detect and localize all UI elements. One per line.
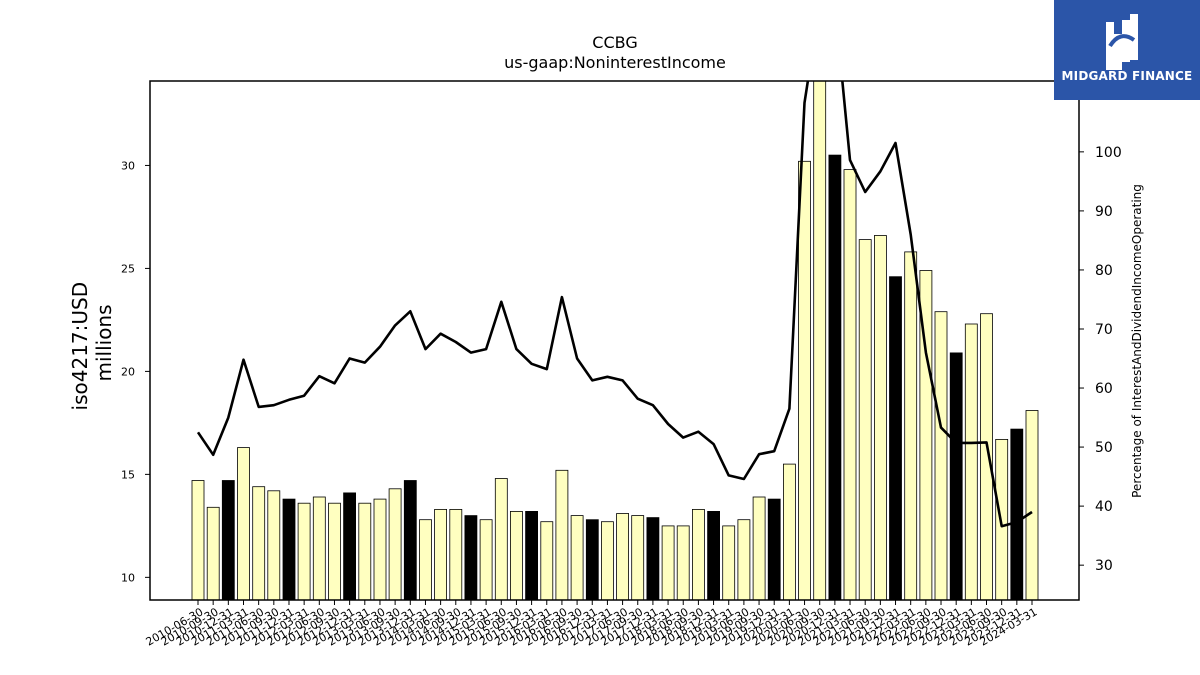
bar xyxy=(737,519,751,600)
y-tick-label: 10 xyxy=(121,571,135,584)
bar xyxy=(1010,428,1024,600)
bar xyxy=(707,510,720,600)
y2-tick-label: 80 xyxy=(1095,263,1113,279)
y-tick-label: 15 xyxy=(121,468,135,481)
bar-series xyxy=(191,81,1039,600)
bar xyxy=(585,519,599,600)
bar xyxy=(282,498,296,600)
bar xyxy=(813,81,827,600)
x-axis: 2010-06-302010-09-302010-12-312011-03-31… xyxy=(144,600,1040,649)
bar xyxy=(434,508,448,600)
bar xyxy=(646,517,660,600)
y2-tick-label: 60 xyxy=(1095,381,1113,397)
logo-mark-icon xyxy=(1106,14,1138,70)
right-axis: 30 40 50 60 70 80 90 100 xyxy=(1079,145,1122,574)
y2-tick-label: 100 xyxy=(1095,145,1122,161)
bar xyxy=(191,480,205,600)
plot-area xyxy=(150,81,1079,600)
bar xyxy=(494,478,508,600)
bar xyxy=(828,154,842,600)
bar xyxy=(934,311,948,600)
bar xyxy=(980,313,993,600)
y-tick-label: 20 xyxy=(121,365,135,378)
bar xyxy=(676,525,690,600)
bar xyxy=(889,276,902,600)
bar xyxy=(798,160,811,600)
y2-tick-label: 30 xyxy=(1095,558,1113,574)
bar xyxy=(616,513,629,600)
bar xyxy=(479,519,493,600)
bar xyxy=(343,492,357,600)
line-series xyxy=(196,81,1033,528)
y-axis-label-line1: iso4217:USD xyxy=(68,282,92,411)
bar xyxy=(631,515,645,600)
bar xyxy=(949,352,963,600)
bar xyxy=(752,496,766,600)
bar xyxy=(601,521,614,600)
bar xyxy=(206,506,220,600)
bar xyxy=(419,519,432,600)
left-axis: 10 15 20 25 30 xyxy=(121,159,150,584)
bar xyxy=(328,502,341,600)
bar xyxy=(449,508,463,600)
chart-title: CCBG xyxy=(592,33,637,52)
y2-tick-label: 50 xyxy=(1095,440,1113,456)
bar xyxy=(1025,410,1039,600)
bar xyxy=(388,488,402,600)
bar xyxy=(267,490,281,600)
bar xyxy=(555,469,569,600)
bar xyxy=(570,515,584,600)
y2-tick-label: 90 xyxy=(1095,204,1113,220)
bar xyxy=(221,480,235,600)
bar xyxy=(722,525,736,600)
bar xyxy=(373,498,387,600)
bar xyxy=(540,521,554,600)
bar xyxy=(525,510,538,600)
bar xyxy=(297,502,311,600)
line-path xyxy=(196,81,1033,528)
bar xyxy=(509,510,523,600)
bar xyxy=(403,480,417,600)
bar xyxy=(312,496,326,600)
y2-tick-label: 70 xyxy=(1095,322,1113,338)
bar xyxy=(692,508,705,600)
y2-axis-label: Percentage of InterestAndDividendIncomeO… xyxy=(1130,184,1144,498)
bar xyxy=(358,502,372,600)
bar xyxy=(661,525,675,600)
bar xyxy=(464,515,478,600)
y-axis-label: iso4217:USD millions xyxy=(68,276,116,411)
bar xyxy=(783,463,796,600)
chart-subtitle: us-gaap:NoninterestIncome xyxy=(504,53,726,72)
y-axis-label-line2: millions xyxy=(92,304,116,381)
bar xyxy=(843,169,857,600)
bar xyxy=(858,239,872,600)
y-tick-label: 25 xyxy=(121,262,135,275)
bar xyxy=(874,235,887,600)
bar xyxy=(964,323,978,600)
brand-name: MIDGARD FINANCE xyxy=(1061,69,1193,83)
y-tick-label: 30 xyxy=(121,159,135,172)
bar xyxy=(919,270,933,600)
plot-frame xyxy=(149,80,1080,601)
bar xyxy=(767,498,781,600)
y2-tick-label: 40 xyxy=(1095,499,1113,515)
brand-logo: MIDGARD FINANCE xyxy=(1054,0,1200,100)
bar xyxy=(904,251,918,600)
bar xyxy=(252,486,266,600)
bar xyxy=(237,447,250,600)
